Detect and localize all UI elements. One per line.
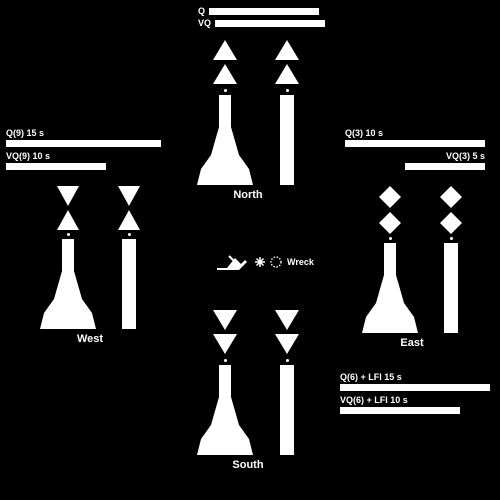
light-dot-icon	[224, 359, 227, 362]
west-cardinal-mark: West	[20, 186, 160, 345]
char-text: VQ	[198, 18, 211, 28]
char-bar	[215, 20, 325, 27]
buoy-body-icon	[38, 239, 98, 329]
center-hazard: Wreck	[215, 250, 314, 274]
cone-down-icon	[273, 310, 301, 356]
mark-label: North	[188, 189, 308, 201]
light-dot-icon	[286, 89, 289, 92]
east-cardinal-mark: East	[342, 186, 482, 349]
char-text: VQ(9) 10 s	[6, 151, 50, 161]
cone-up-icon	[211, 40, 239, 86]
char-text: Q(9) 15 s	[6, 128, 44, 138]
south-characteristics: Q(6) + LFl 15 s VQ(6) + LFl 10 s	[340, 372, 490, 416]
char-bar	[405, 163, 485, 170]
light-dot-icon	[389, 237, 392, 240]
mark-label: South	[188, 459, 308, 471]
light-dot-icon	[67, 233, 70, 236]
wreck-icon	[215, 250, 249, 274]
spar-buoy-icon	[444, 243, 458, 333]
char-bar	[6, 163, 106, 170]
char-text: VQ(3) 5 s	[446, 151, 485, 161]
buoy-body-icon	[360, 243, 420, 333]
hourglass-icon	[55, 186, 81, 230]
light-dot-icon	[286, 359, 289, 362]
char-bar	[6, 140, 161, 147]
mark-label: East	[342, 337, 482, 349]
buoy-body-icon	[195, 95, 255, 185]
mark-label: West	[20, 333, 160, 345]
light-dot-icon	[224, 89, 227, 92]
diamond-icon	[377, 186, 403, 234]
diamond-icon	[438, 186, 464, 234]
light-dot-icon	[450, 237, 453, 240]
dotted-circle-icon	[269, 255, 283, 269]
hourglass-icon	[116, 186, 142, 230]
light-dot-icon	[128, 233, 131, 236]
north-cardinal-mark: North	[188, 40, 308, 201]
char-text: VQ(6) + LFl 10 s	[340, 395, 408, 405]
cone-up-icon	[273, 40, 301, 86]
char-bar	[340, 384, 490, 391]
char-bar	[209, 8, 319, 15]
south-cardinal-mark: South	[188, 310, 308, 471]
west-characteristics: Q(9) 15 s VQ(9) 10 s	[6, 128, 161, 172]
char-bar	[345, 140, 485, 147]
east-characteristics: Q(3) 10 s VQ(3) 5 s	[345, 128, 485, 172]
char-text: Q(3) 10 s	[345, 128, 383, 138]
char-bar	[340, 407, 460, 414]
buoy-body-icon	[195, 365, 255, 455]
cone-down-icon	[211, 310, 239, 356]
spar-buoy-icon	[280, 95, 294, 185]
char-text: Q(6) + LFl 15 s	[340, 372, 402, 382]
spar-buoy-icon	[122, 239, 136, 329]
char-text: Q	[198, 6, 205, 16]
asterisk-icon	[255, 257, 265, 267]
north-characteristics: Q VQ	[198, 6, 325, 30]
center-label: Wreck	[287, 257, 314, 267]
spar-buoy-icon	[280, 365, 294, 455]
